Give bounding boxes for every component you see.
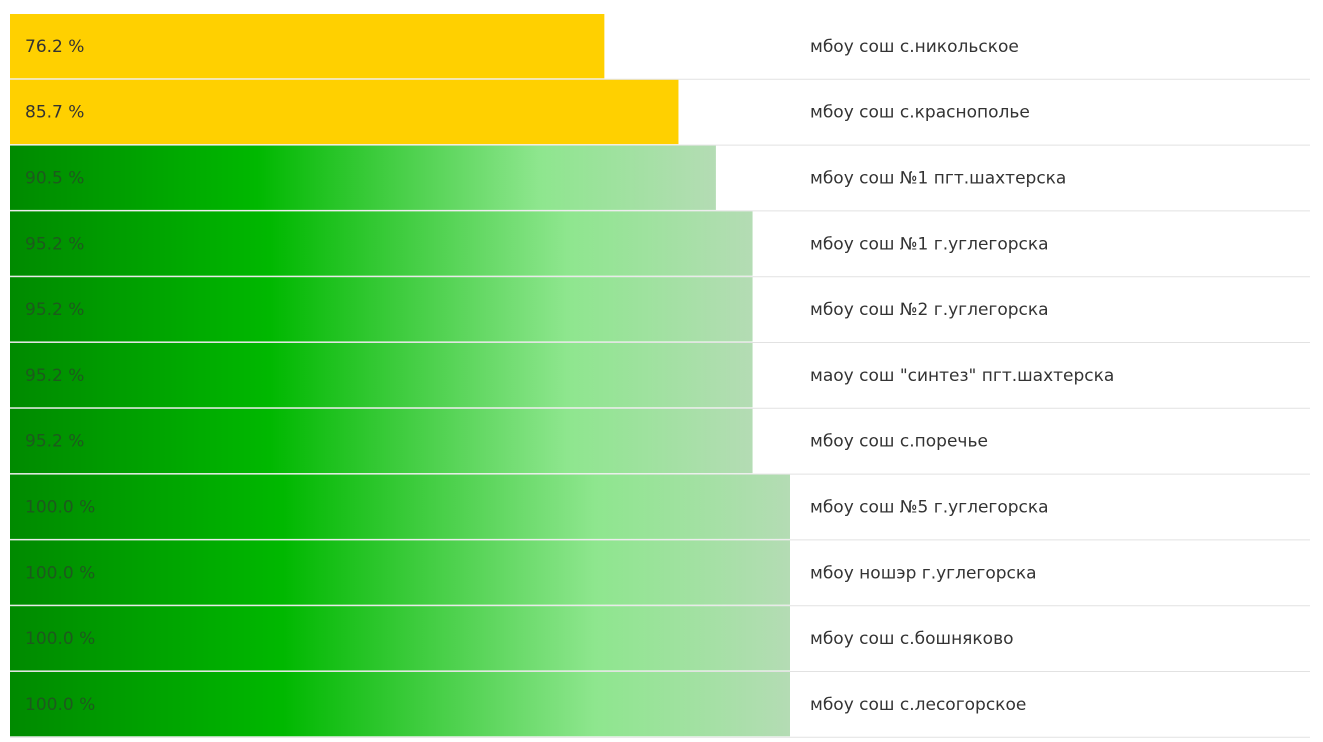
value-label: 90.5 %: [25, 169, 84, 189]
bar: [10, 277, 753, 342]
category-label: мбоу сош №1 г.углегорска: [810, 234, 1049, 254]
value-label: 95.2 %: [25, 234, 84, 254]
category-label: мбоу сош с.поречье: [810, 432, 988, 452]
category-label: мбоу сош №1 пгт.шахтерска: [810, 169, 1066, 189]
bar: [10, 79, 679, 145]
value-label: 100.0 %: [25, 629, 95, 649]
value-label: 100.0 %: [25, 563, 95, 583]
bar: [10, 540, 790, 605]
bar: [10, 145, 716, 210]
category-label: мбоу сош с.краснополье: [810, 103, 1030, 123]
bar: [10, 343, 753, 408]
bar: [10, 14, 605, 79]
category-label: мбоу сош с.бошняково: [810, 629, 1014, 649]
bar: [10, 474, 790, 539]
value-label: 100.0 %: [25, 498, 95, 518]
bar: [10, 606, 790, 671]
bar: [10, 672, 790, 737]
category-label: мбоу ношэр г.углегорска: [810, 563, 1037, 583]
category-label: маоу сош "синтез" пгт.шахтерска: [810, 366, 1114, 386]
category-label: мбоу сош №2 г.углегорска: [810, 300, 1049, 320]
value-label: 100.0 %: [25, 695, 95, 715]
value-label: 95.2 %: [25, 432, 84, 452]
bar: [10, 408, 753, 474]
bar: [10, 211, 753, 276]
category-label: мбоу сош №5 г.углегорска: [810, 498, 1049, 518]
category-label: мбоу сош с.лесогорское: [810, 695, 1026, 715]
value-label: 85.7 %: [25, 103, 84, 123]
value-label: 95.2 %: [25, 366, 84, 386]
value-label: 95.2 %: [25, 300, 84, 320]
category-label: мбоу сош с.никольское: [810, 37, 1019, 57]
value-label: 76.2 %: [25, 37, 84, 57]
